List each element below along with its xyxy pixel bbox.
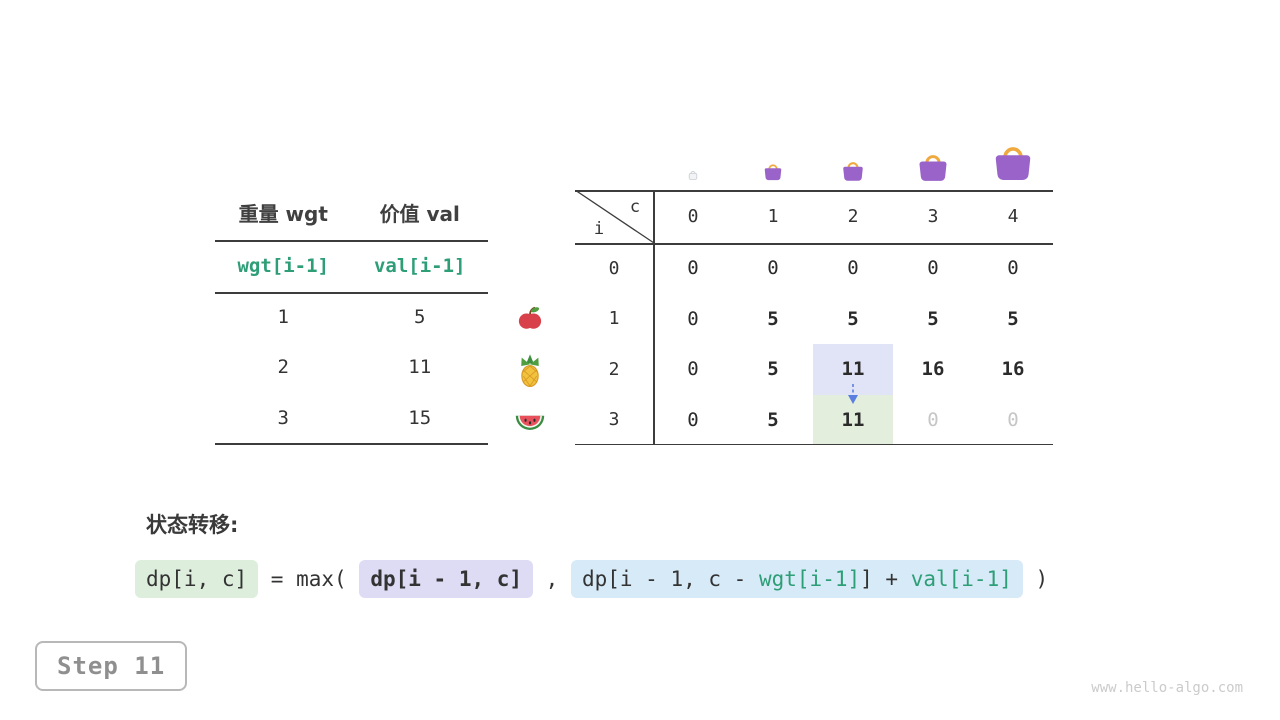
dp-cell-2-3: 16 [921, 358, 945, 381]
row-axis-label: i [593, 219, 605, 239]
dp-cell-2-4: 16 [1001, 358, 1025, 381]
formula-equals-max: = max( [258, 567, 360, 591]
pineapple-icon [521, 354, 539, 387]
dp-cell-2-1: 5 [767, 358, 779, 381]
table-rule [215, 240, 488, 242]
item-row-1: 1 5 [215, 292, 488, 342]
formula-arg1: dp[i - 1, c] [359, 560, 534, 598]
value-column-header: 价值 val [379, 202, 460, 226]
dp-cell-2-2: 11 [841, 358, 865, 381]
dp-cell-1-3: 5 [927, 307, 939, 330]
item-1-weight: 1 [277, 306, 289, 329]
item-3-value: 15 [408, 406, 432, 429]
dp-cell-0-3: 0 [927, 257, 939, 280]
table-rule [575, 243, 1053, 245]
dp-cell-0-4: 0 [1007, 257, 1019, 280]
col-header-0: 0 [687, 206, 699, 227]
item-3-weight: 3 [277, 406, 289, 429]
corner-diagonal-line [575, 190, 655, 244]
dp-cell-0-1: 0 [767, 257, 779, 280]
dp-cell-1-0: 0 [687, 307, 699, 330]
formula-arg2-val: val[i-1] [910, 567, 1012, 591]
dp-cell-1-2: 5 [847, 307, 859, 330]
dp-cell-0-2: 0 [847, 257, 859, 280]
col-axis-label: c [629, 197, 641, 217]
watermark: www.hello-algo.com [1091, 680, 1243, 696]
step-indicator: Step 11 [35, 641, 188, 691]
dp-cell-3-1: 5 [767, 408, 779, 431]
items-table: 重量 wgt 价值 val wgt[i-1] val[i-1] 1 5 2 11… [215, 185, 488, 445]
col-header-4: 4 [1007, 206, 1019, 227]
formula-arg2-wgt: wgt[i-1] [758, 567, 861, 591]
dp-cell-1-4: 5 [1007, 307, 1019, 330]
col-header-2: 2 [847, 206, 859, 227]
dp-cell-0-0: 0 [687, 257, 699, 280]
dp-cell-3-4: 0 [1007, 408, 1019, 431]
item-row-2: 2 11 [215, 342, 488, 392]
formula-arg2: dp[i - 1, c - wgt[i-1]] + val[i-1] [570, 560, 1023, 598]
item-1-value: 5 [414, 306, 426, 329]
dp-cell-3-2: 11 [841, 408, 865, 431]
dp-cell-2-0: 0 [687, 358, 699, 381]
table-rule [575, 443, 1053, 445]
bag-capacity-4-icon [993, 147, 1033, 182]
wgt-variable-label: wgt[i-1] [237, 255, 329, 277]
row-header-1: 1 [608, 308, 620, 330]
weight-column-header: 重量 wgt [238, 202, 328, 226]
col-header-1: 1 [767, 206, 779, 227]
formula-close-paren: ) [1022, 567, 1049, 591]
bag-capacity-0-icon [688, 171, 698, 180]
item-row-3: 3 15 [215, 393, 488, 443]
watermelon-icon [515, 415, 545, 430]
bag-capacity-1-icon [763, 164, 783, 181]
col-header-3: 3 [927, 206, 939, 227]
transition-arrow-icon [848, 384, 858, 404]
table-rule [215, 292, 488, 294]
state-transition-formula: dp[i, c] = max( dp[i - 1, c] , dp[i - 1,… [135, 560, 1048, 598]
row-header-3: 3 [608, 409, 620, 431]
item-2-value: 11 [408, 356, 432, 379]
formula-arg2-part1: dp[i - 1, c - [581, 567, 759, 591]
bag-capacity-2-icon [842, 162, 864, 182]
row-header-0: 0 [608, 257, 620, 279]
table-rule [575, 190, 1053, 192]
dp-cell-1-1: 5 [767, 307, 779, 330]
val-variable-label: val[i-1] [373, 255, 466, 277]
table-rule [215, 443, 488, 445]
formula-arg2-part3: ] + [860, 567, 911, 591]
state-transition-heading: 状态转移: [146, 513, 239, 537]
row-header-2: 2 [608, 358, 620, 380]
formula-comma: , [533, 567, 571, 591]
bag-capacity-3-icon [918, 155, 948, 183]
item-2-weight: 2 [277, 356, 289, 379]
dp-table: i c 0 1 2 3 4 0 1 2 3 0 0 0 0 0 0 5 5 5 … [575, 190, 1053, 445]
dp-cell-3-3: 0 [927, 408, 939, 431]
formula-lhs: dp[i, c] [135, 560, 259, 598]
dp-cell-3-0: 0 [687, 408, 699, 431]
apple-icon [518, 306, 542, 329]
table-rule [653, 190, 655, 445]
